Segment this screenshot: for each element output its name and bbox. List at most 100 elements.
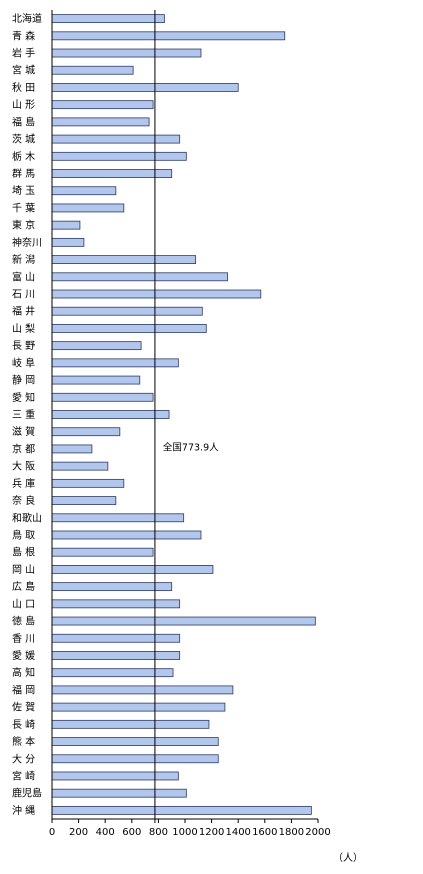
category-label-42: 熊 本 <box>12 735 35 748</box>
bar-30 <box>51 530 202 540</box>
x-tick-label-4: 800 <box>149 827 168 838</box>
bar-9 <box>51 169 173 178</box>
bar-44 <box>51 771 179 781</box>
category-label-22: 愛 知 <box>12 391 35 404</box>
category-label-30: 鳥 取 <box>12 528 35 541</box>
bar-19 <box>51 341 142 351</box>
category-label-9: 群 馬 <box>12 167 35 180</box>
bar-45 <box>51 788 187 798</box>
bar-29 <box>51 513 185 523</box>
bar-6 <box>51 117 150 127</box>
bar-46 <box>51 805 312 815</box>
category-label-25: 京 都 <box>12 442 35 455</box>
category-label-28: 奈 良 <box>12 494 35 507</box>
bar-20 <box>51 358 179 368</box>
bar-36 <box>51 633 181 643</box>
bar-26 <box>51 461 109 471</box>
category-label-32: 岡 山 <box>12 564 35 576</box>
bar-3 <box>51 65 134 75</box>
category-label-18: 山 梨 <box>12 322 35 335</box>
category-label-6: 福 島 <box>12 115 35 128</box>
unit-label: （人） <box>333 852 363 864</box>
category-label-16: 石 川 <box>12 290 35 301</box>
bar-27 <box>51 478 125 488</box>
category-label-37: 愛 媛 <box>12 649 35 662</box>
x-tick-label-8: 1600 <box>252 827 277 838</box>
x-tick-label-6: 1200 <box>199 827 224 838</box>
x-tick-label-9: 1800 <box>279 827 304 838</box>
bar-31 <box>51 547 154 557</box>
bar-42 <box>51 737 219 746</box>
x-tick-label-1: 200 <box>69 827 88 838</box>
category-label-15: 富 山 <box>12 270 35 283</box>
category-label-40: 佐 賀 <box>12 702 35 714</box>
x-tick-label-7: 1400 <box>225 827 250 838</box>
category-label-45: 鹿児島 <box>12 787 42 800</box>
category-label-43: 大 分 <box>12 752 35 765</box>
bar-39 <box>51 685 234 695</box>
category-label-34: 山 口 <box>12 598 35 610</box>
category-label-24: 滋 賀 <box>12 425 35 438</box>
category-label-8: 栃 木 <box>12 150 35 163</box>
category-label-39: 福 岡 <box>12 683 35 696</box>
bar-22 <box>51 392 154 402</box>
x-axis: 0 200 400 600 800 1000 1200 1400 1600 1800 2000 <box>49 10 331 838</box>
category-label-0: 北海道 <box>12 12 42 25</box>
category-label-1: 青 森 <box>12 29 35 42</box>
category-label-3: 宮 城 <box>12 64 35 77</box>
reference-line-group: 全国773.9人 <box>154 10 219 823</box>
bar-18 <box>51 324 207 333</box>
category-label-12: 東 京 <box>12 219 35 232</box>
category-label-26: 大 阪 <box>12 460 35 473</box>
category-label-2: 岩 手 <box>12 47 35 60</box>
bar-32 <box>51 565 214 574</box>
category-label-17: 福 井 <box>12 305 35 318</box>
bar-14 <box>51 255 197 264</box>
bar-35 <box>51 616 316 626</box>
x-tick-label-0: 0 <box>49 827 55 838</box>
category-label-33: 広 島 <box>12 580 35 593</box>
category-label-44: 宮 崎 <box>12 769 35 782</box>
category-label-13: 神奈川 <box>12 236 42 249</box>
bar-12 <box>51 220 81 230</box>
bar-10 <box>51 186 117 196</box>
bar-40 <box>51 702 226 712</box>
bar-17 <box>51 306 203 316</box>
bar-43 <box>51 754 219 764</box>
x-tick-label-3: 600 <box>122 827 141 838</box>
category-label-14: 新 潟 <box>12 253 35 266</box>
category-label-21: 静 岡 <box>12 374 35 387</box>
bar-7 <box>51 134 181 144</box>
bar-11 <box>51 203 125 213</box>
bar-25 <box>51 444 93 454</box>
bar-34 <box>51 599 181 609</box>
bar-5 <box>51 100 154 110</box>
category-label-29: 和歌山 <box>12 511 42 524</box>
bar-28 <box>51 496 117 505</box>
bar-13 <box>51 237 85 247</box>
bar-series <box>51 14 316 815</box>
bar-21 <box>51 375 141 385</box>
x-tick-label-2: 400 <box>96 827 115 838</box>
bar-15 <box>51 272 228 282</box>
category-label-7: 茨 城 <box>12 133 35 146</box>
x-tick-label-10: 2000 <box>305 827 330 838</box>
bar-1 <box>51 31 286 41</box>
bar-23 <box>51 410 170 419</box>
x-tick-label-5: 1000 <box>172 827 197 838</box>
bar-16 <box>51 289 262 299</box>
category-label-23: 三 重 <box>12 408 35 421</box>
category-label-36: 香 川 <box>12 633 35 645</box>
category-label-31: 島 根 <box>12 546 35 559</box>
bar-24 <box>51 427 121 437</box>
category-label-41: 長 崎 <box>12 718 35 731</box>
reference-line-label: 全国773.9人 <box>163 442 219 454</box>
bar-2 <box>51 48 202 58</box>
category-label-10: 埼 玉 <box>12 184 35 197</box>
category-label-19: 長 野 <box>12 340 35 352</box>
category-label-46: 沖 縄 <box>12 804 35 817</box>
category-label-11: 千 葉 <box>12 201 35 214</box>
bar-0 <box>51 14 165 24</box>
